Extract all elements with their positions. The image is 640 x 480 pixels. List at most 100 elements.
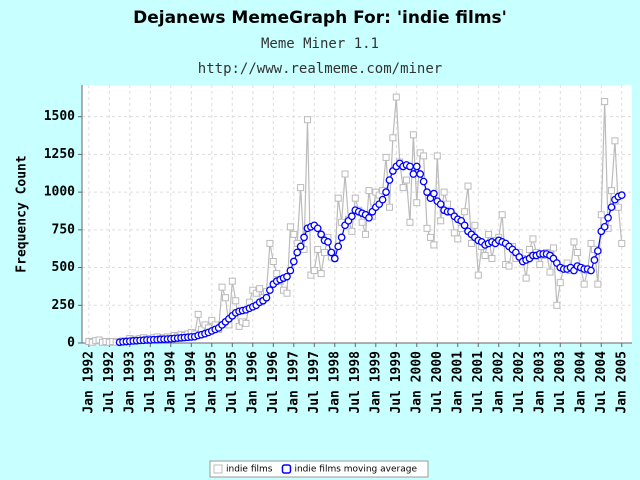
data-point (607, 203, 616, 212)
data-point (221, 294, 229, 302)
data-point (423, 224, 431, 232)
data-point (228, 277, 236, 285)
data-point (330, 254, 339, 263)
data-point (406, 162, 414, 171)
data-point (403, 176, 411, 184)
x-tick-label: Jan 2002 (491, 351, 506, 414)
data-point (594, 280, 602, 288)
data-point (283, 289, 291, 297)
chart-subtitle: http://www.realmeme.com/miner (198, 61, 442, 77)
data-point (471, 221, 479, 229)
data-point (300, 233, 308, 242)
data-point (556, 279, 564, 287)
data-point (337, 233, 346, 242)
x-tick-label: Jul 2003 (553, 351, 568, 414)
data-point (296, 242, 305, 251)
x-tick-label: Jul 2004 (594, 351, 609, 414)
data-point (436, 200, 445, 209)
data-point (549, 244, 557, 252)
data-point (310, 267, 318, 275)
data-point (409, 170, 418, 178)
x-tick-label: Jul 1993 (143, 351, 158, 414)
y-tick-label: 500 (52, 260, 76, 275)
y-tick-label: 250 (52, 298, 76, 313)
data-point (553, 301, 561, 309)
data-point (324, 238, 332, 246)
data-point (412, 162, 421, 171)
data-point (460, 221, 469, 230)
data-point (351, 194, 359, 202)
data-point (266, 239, 274, 247)
data-point (618, 239, 626, 247)
data-point (194, 310, 202, 318)
x-tick-label: Jan 1995 (204, 351, 219, 414)
data-point (485, 230, 493, 238)
data-point (440, 188, 448, 196)
legend: indie films indie films moving average (209, 460, 429, 478)
data-point (433, 152, 441, 160)
data-point (467, 239, 475, 247)
data-point (269, 258, 277, 266)
data-point (546, 268, 554, 276)
x-tick-label: Jul 1996 (266, 351, 281, 414)
data-point (426, 233, 434, 241)
data-point (334, 194, 342, 202)
x-tick-label: Jul 1994 (184, 351, 199, 414)
data-point (348, 227, 356, 235)
y-tick-label: 1500 (44, 109, 75, 124)
data-point (587, 266, 595, 275)
data-point (385, 176, 394, 184)
data-point (303, 116, 311, 124)
data-point (242, 319, 250, 327)
data-point (399, 184, 407, 192)
data-point (218, 283, 226, 291)
data-point (327, 248, 336, 257)
data-point (392, 93, 400, 101)
data-point (430, 189, 438, 198)
data-point (382, 153, 390, 161)
x-tick-label: Jul 1995 (225, 351, 240, 414)
legend-label: indie films moving average (294, 465, 417, 475)
data-point (587, 239, 595, 247)
data-point (526, 245, 534, 253)
data-point (293, 248, 302, 257)
x-tick-label: Jan 2003 (532, 351, 547, 414)
data-point (286, 223, 294, 231)
data-point (464, 182, 472, 190)
data-point (611, 137, 619, 145)
data-point (590, 256, 599, 264)
data-point (232, 297, 240, 305)
data-point (423, 188, 431, 196)
y-tick-label: 750 (52, 222, 76, 237)
data-point (529, 235, 537, 243)
data-point (617, 191, 626, 199)
chart-title: Dejanews MemeGraph For: 'indie films' (133, 8, 507, 28)
y-axis-label: Frequency Count (15, 155, 30, 272)
y-tick-label: 0 (67, 336, 75, 351)
data-point (297, 184, 305, 192)
grid: 0 250 500 750 1000 1250 1500 Jan 1992 Jul 1992 Ja… (44, 85, 632, 414)
data-point (409, 131, 417, 139)
x-tick-label: Jan 1997 (286, 351, 301, 414)
y-tick-label: 1000 (44, 185, 75, 200)
data-point (593, 247, 602, 255)
data-point (498, 211, 506, 219)
x-tick-label: Jan 1993 (122, 351, 137, 414)
data-point (450, 229, 458, 237)
data-point (481, 251, 489, 259)
data-point (454, 235, 462, 243)
legend-marker (281, 464, 292, 474)
x-tick-label: Jan 2005 (614, 351, 629, 414)
x-tick-label: Jul 1997 (307, 351, 322, 414)
data-point (580, 280, 588, 288)
x-tick-label: Jan 2001 (450, 351, 465, 414)
x-tick-label: Jan 1992 (81, 351, 96, 414)
data-point (601, 98, 609, 106)
data-point (289, 257, 298, 266)
data-point (334, 242, 343, 251)
x-tick-label: Jul 1998 (348, 351, 363, 414)
data-point (597, 211, 605, 219)
data-point (444, 200, 452, 208)
data-point (358, 218, 366, 226)
legend-label: indie films (226, 465, 273, 475)
